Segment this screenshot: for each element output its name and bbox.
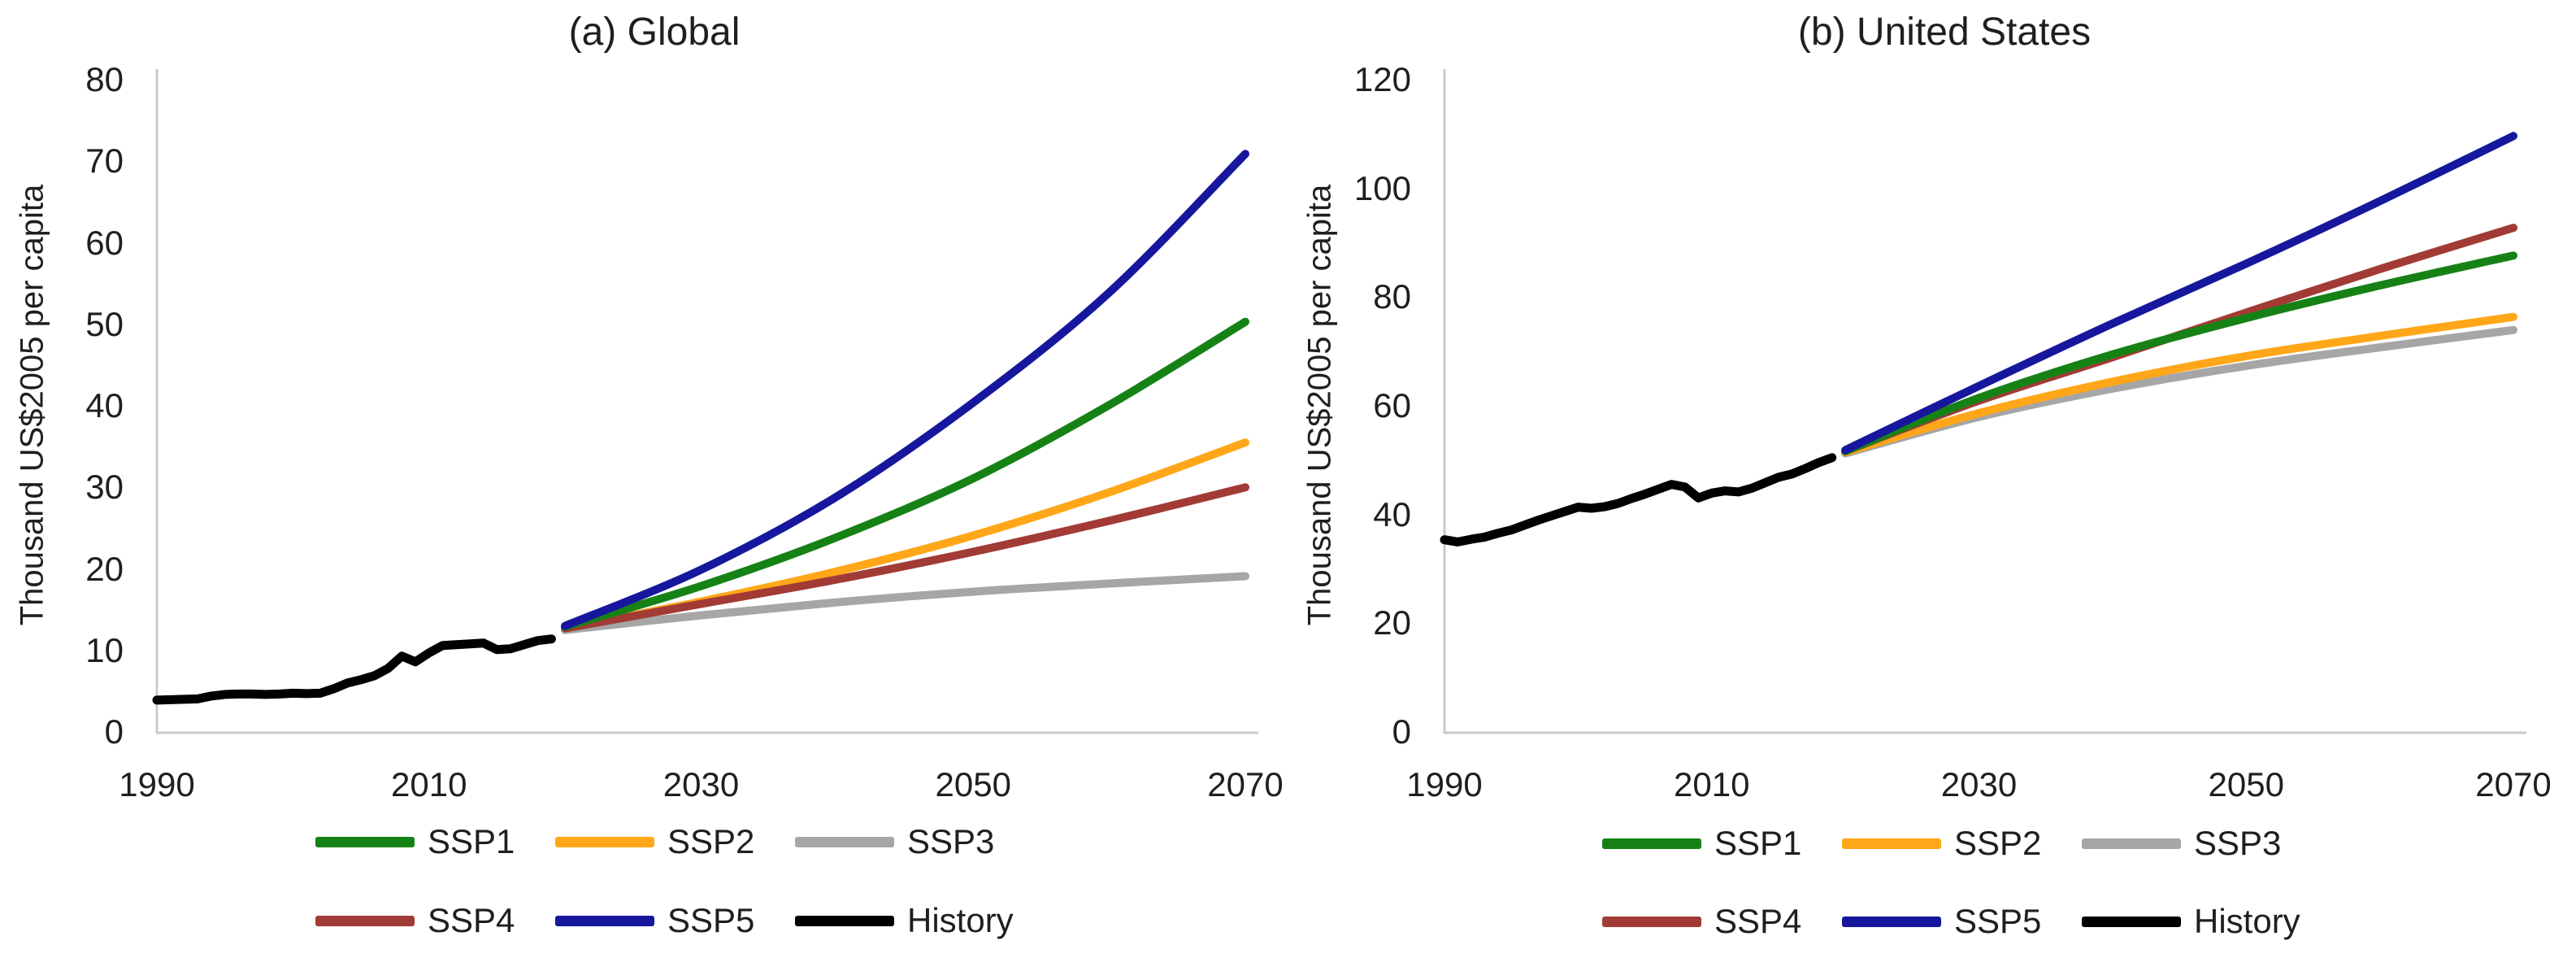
legend-label-history: History [907, 901, 1014, 939]
panel-b-ssp1-line [1841, 251, 2517, 455]
legend-item-ssp5: SSP5 [555, 899, 754, 942]
panel-a-x-tick-label: 2070 [1207, 765, 1284, 803]
legend-swatch-ssp3 [795, 836, 894, 847]
panel-b-y-tick-label: 120 [1353, 60, 1411, 98]
panel-a-ssp5-line [561, 150, 1249, 630]
panel-b-x-tick-label: 2030 [1940, 765, 2018, 803]
panel-b-title: (b) United States [1797, 11, 2092, 54]
legend-item-ssp3: SSP3 [2082, 822, 2281, 864]
legend-label-ssp1: SSP1 [428, 822, 515, 860]
legend-item-ssp1: SSP1 [315, 821, 515, 863]
legend-swatch-history [2082, 916, 2181, 927]
panel-a-y-tick-label: 30 [85, 468, 124, 507]
panel-a-x-tick-label: 2030 [662, 765, 740, 803]
legend-swatch-ssp1 [315, 836, 415, 847]
legend-label-ssp5: SSP5 [1954, 902, 2042, 940]
legend-item-ssp1: SSP1 [1602, 822, 1801, 864]
panel-a-x-tick-label: 2010 [391, 765, 467, 803]
legend-item-ssp4: SSP4 [315, 899, 515, 942]
panel-b-y-tick-label: 80 [1373, 277, 1411, 316]
legend-item-history: History [795, 899, 1014, 942]
panel-a-ssp3-line [561, 572, 1249, 634]
panel-b-ssp3-line [1841, 325, 2517, 458]
panel-b-x-tick-label: 2070 [2475, 765, 2552, 803]
panel-a-ssp1-line [561, 317, 1249, 631]
legend-swatch-ssp4 [1602, 916, 1701, 927]
legend-label-ssp3: SSP3 [907, 822, 995, 860]
legend-swatch-ssp5 [555, 915, 654, 926]
panel-a-title: (a) Global [568, 11, 741, 54]
legend-swatch-ssp5 [1842, 916, 1941, 927]
legend-item-ssp2: SSP2 [1842, 822, 2041, 864]
panel-b-y-tick-label: 40 [1373, 494, 1411, 533]
panel-b-y-tick-label: 100 [1353, 168, 1411, 207]
legend-label-history: History [2194, 902, 2300, 940]
panel-b-y-tick-label: 60 [1373, 386, 1411, 425]
panel-a-x-tick-label: 2050 [935, 765, 1011, 803]
panel-b-ssp2-line [1841, 312, 2517, 457]
panel-a-y-tick-label: 80 [85, 60, 124, 98]
panel-a-y-tick-label: 10 [85, 630, 124, 669]
panel-b-y-tick-label: 20 [1373, 603, 1411, 642]
panel-a-ssp4-line [561, 483, 1249, 633]
panel-a-y-tick-label: 60 [85, 223, 124, 262]
panel-a-y-tick-label: 40 [85, 386, 124, 425]
legend-item-history: History [2082, 900, 2300, 943]
legend-item-ssp3: SSP3 [795, 821, 994, 863]
legend-label-ssp2: SSP2 [667, 822, 755, 860]
panel-a-y-tick-label: 70 [85, 142, 124, 181]
panel-a-y-tick-label: 0 [104, 712, 124, 751]
panel-b-x-tick-label: 1990 [1406, 765, 1483, 803]
legend-label-ssp4: SSP4 [1714, 902, 1802, 940]
legend-label-ssp1: SSP1 [1714, 824, 1802, 862]
legend-swatch-ssp2 [555, 836, 654, 847]
panel-a-x-tick-label: 1990 [119, 765, 195, 803]
panel-a-y-tick-label: 20 [85, 549, 124, 588]
legend-label-ssp5: SSP5 [667, 901, 755, 939]
legend-swatch-ssp4 [315, 915, 415, 926]
panel-b-history-line [1440, 453, 1837, 546]
legend-item-ssp4: SSP4 [1602, 900, 1801, 943]
legend-label-ssp2: SSP2 [1954, 824, 2042, 862]
legend-label-ssp4: SSP4 [428, 901, 515, 939]
legend-swatch-history [795, 915, 894, 926]
panel-a-y-tick-label: 50 [85, 304, 124, 343]
legend-swatch-ssp2 [1842, 838, 1941, 849]
panel-b-y-tick-label: 0 [1392, 712, 1411, 751]
panel-a-history-line [152, 634, 556, 705]
legend-item-ssp2: SSP2 [555, 821, 754, 863]
panel-b-x-tick-label: 2050 [2208, 765, 2284, 803]
panel-b-ssp5-line [1841, 132, 2517, 455]
legend-swatch-ssp1 [1602, 838, 1701, 849]
legend-label-ssp3: SSP3 [2194, 824, 2282, 862]
legend-item-ssp5: SSP5 [1842, 900, 2041, 943]
panel-b-x-tick-label: 2010 [1674, 765, 1750, 803]
legend-swatch-ssp3 [2082, 838, 2181, 849]
